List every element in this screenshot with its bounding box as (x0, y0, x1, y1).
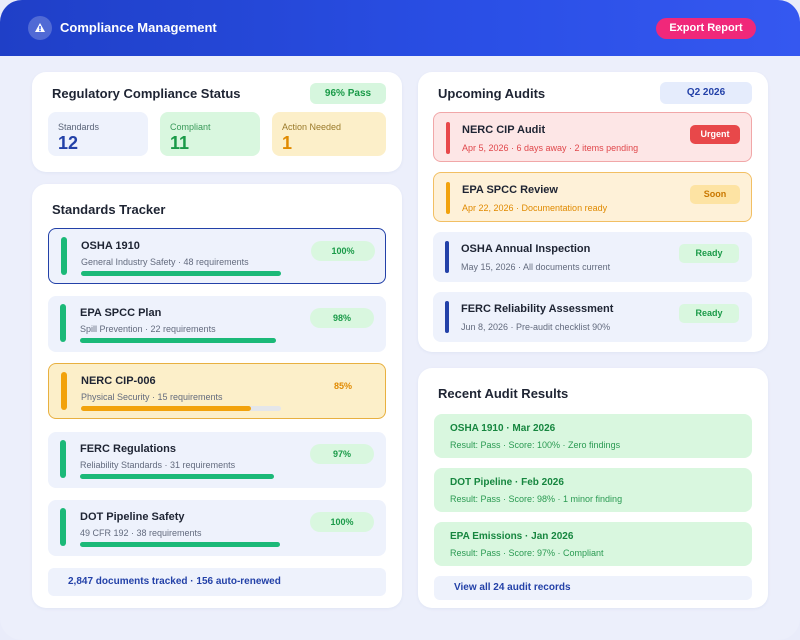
standard-item-dot-pipeline[interactable]: DOT Pipeline Safety 49 CFR 192 · 38 requ… (48, 500, 386, 556)
progress-fill (81, 271, 281, 276)
progress-track (81, 271, 281, 276)
stat-value: 1 (282, 133, 293, 153)
result-item[interactable]: DOT Pipeline · Feb 2026 Result: Pass · S… (434, 468, 752, 512)
progress-track (80, 542, 280, 547)
standard-name: OSHA 1910 (81, 240, 140, 252)
urgency-tag: Ready (679, 244, 739, 263)
audit-name: EPA SPCC Review (462, 184, 558, 196)
result-name: EPA Emissions · Jan 2026 (450, 531, 574, 542)
quarter-selector[interactable]: Q2 2026 (660, 82, 752, 104)
export-report-button[interactable]: Export Report (656, 18, 756, 39)
standard-name: FERC Regulations (80, 443, 176, 455)
audit-item-ferc-reliability[interactable]: FERC Reliability Assessment Jun 8, 2026 … (433, 292, 752, 342)
standard-details: Physical Security · 15 requirements (81, 392, 223, 402)
stat-label: Standards (58, 122, 100, 132)
audit-name: NERC CIP Audit (462, 124, 546, 136)
stat-label: Compliant (170, 122, 211, 132)
audit-name: OSHA Annual Inspection (461, 243, 591, 255)
progress-track (80, 338, 280, 343)
documents-summary: 2,847 documents tracked · 156 auto-renew… (48, 568, 386, 596)
audit-name: FERC Reliability Assessment (461, 303, 614, 315)
status-indicator (446, 182, 450, 214)
status-indicator (445, 301, 449, 333)
progress-track (80, 474, 280, 479)
status-indicator (446, 122, 450, 154)
audit-details: Apr 22, 2026 · Documentation ready (462, 203, 608, 213)
standards-tracker-title: Standards Tracker (52, 202, 166, 217)
audit-details: May 15, 2026 · All documents current (461, 262, 611, 272)
status-indicator (60, 304, 66, 342)
progress-fill (80, 474, 274, 479)
status-indicator (445, 241, 449, 273)
audit-item-epa-spcc[interactable]: EPA SPCC Review Apr 22, 2026 · Documenta… (433, 172, 752, 222)
standard-item-epa-spcc[interactable]: EPA SPCC Plan Spill Prevention · 22 requ… (48, 296, 386, 352)
standard-item-osha-1910[interactable]: OSHA 1910 General Industry Safety · 48 r… (48, 228, 386, 284)
stat-label: Action Needed (282, 122, 342, 132)
compliance-status-title: Regulatory Compliance Status (52, 86, 241, 101)
standard-details: Spill Prevention · 22 requirements (80, 324, 216, 334)
audit-item-nerc-cip[interactable]: NERC CIP Audit Apr 5, 2026 · 6 days away… (433, 112, 752, 162)
result-details: Result: Pass · Score: 97% · Compliant (450, 548, 604, 558)
audit-details: Jun 8, 2026 · Pre-audit checklist 90% (461, 322, 611, 332)
stat-action-needed[interactable]: Action Needed 1 (272, 112, 386, 156)
compliance-percent: 85% (333, 381, 352, 391)
result-item[interactable]: EPA Emissions · Jan 2026 Result: Pass · … (434, 522, 752, 566)
compliance-percent: 100% (310, 512, 374, 532)
result-details: Result: Pass · Score: 98% · 1 minor find… (450, 494, 623, 504)
urgency-tag: Soon (690, 185, 740, 204)
stat-compliant[interactable]: Compliant 11 (160, 112, 260, 156)
app-title: Compliance Management (60, 20, 217, 35)
progress-fill (81, 406, 251, 411)
progress-fill (80, 338, 276, 343)
standard-item-ferc[interactable]: FERC Regulations Reliability Standards ·… (48, 432, 386, 488)
top-header: Compliance Management Export Report (0, 0, 800, 56)
stat-value: 11 (170, 133, 190, 153)
progress-track (81, 406, 281, 411)
standard-details: 49 CFR 192 · 38 requirements (80, 528, 202, 538)
result-item[interactable]: OSHA 1910 · Mar 2026 Result: Pass · Scor… (434, 414, 752, 458)
urgency-tag: Ready (679, 304, 739, 323)
status-indicator (60, 508, 66, 546)
audit-item-osha-annual[interactable]: OSHA Annual Inspection May 15, 2026 · Al… (433, 232, 752, 282)
result-name: OSHA 1910 · Mar 2026 (450, 423, 556, 434)
compliance-percent: 100% (311, 241, 375, 261)
standard-name: DOT Pipeline Safety (80, 511, 185, 523)
stat-value: 12 (58, 133, 79, 153)
compliance-percent: 97% (310, 444, 374, 464)
audit-details: Apr 5, 2026 · 6 days away · 2 items pend… (462, 143, 639, 153)
urgency-tag: Urgent (690, 125, 740, 144)
standard-name: EPA SPCC Plan (80, 307, 162, 319)
result-name: DOT Pipeline · Feb 2026 (450, 477, 564, 488)
status-indicator (60, 440, 66, 478)
standard-details: General Industry Safety · 48 requirement… (81, 257, 249, 267)
status-indicator (61, 372, 67, 410)
view-all-audit-records-link[interactable]: View all 24 audit records (434, 576, 752, 600)
result-details: Result: Pass · Score: 100% · Zero findin… (450, 440, 621, 450)
stat-standards[interactable]: Standards 12 (48, 112, 148, 156)
standard-item-nerc-cip-006[interactable]: NERC CIP-006 Physical Security · 15 requ… (48, 363, 386, 419)
standard-name: NERC CIP-006 (81, 375, 156, 387)
compliance-percent: 98% (310, 308, 374, 328)
status-indicator (61, 237, 67, 275)
standard-details: Reliability Standards · 31 requirements (80, 460, 236, 470)
recent-results-title: Recent Audit Results (438, 386, 569, 401)
alert-triangle-icon (28, 16, 52, 40)
pass-rate-badge: 96% Pass (310, 83, 386, 104)
upcoming-audits-title: Upcoming Audits (438, 86, 546, 101)
progress-fill (80, 542, 280, 547)
